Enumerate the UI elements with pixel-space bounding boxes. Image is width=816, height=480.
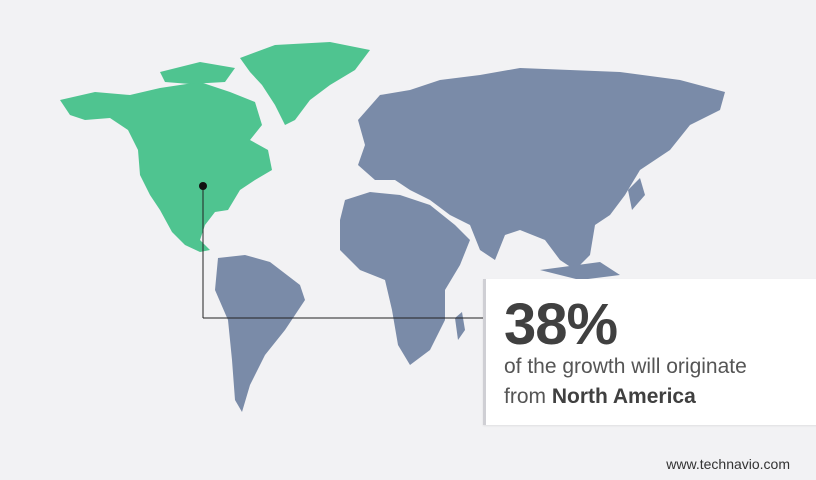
growth-description: of the growth will originate — [504, 355, 747, 378]
location-dot — [199, 182, 207, 190]
website-label: www.technavio.com — [666, 456, 790, 472]
growth-percent: 38% — [504, 292, 618, 357]
region-north-america — [60, 42, 370, 252]
region-other — [215, 68, 725, 412]
growth-region-line: from North America — [504, 385, 696, 409]
region-name: North America — [551, 385, 696, 408]
highlight-card: 38% of the growth will originate from No… — [483, 279, 816, 425]
region-prefix: from — [504, 385, 546, 408]
